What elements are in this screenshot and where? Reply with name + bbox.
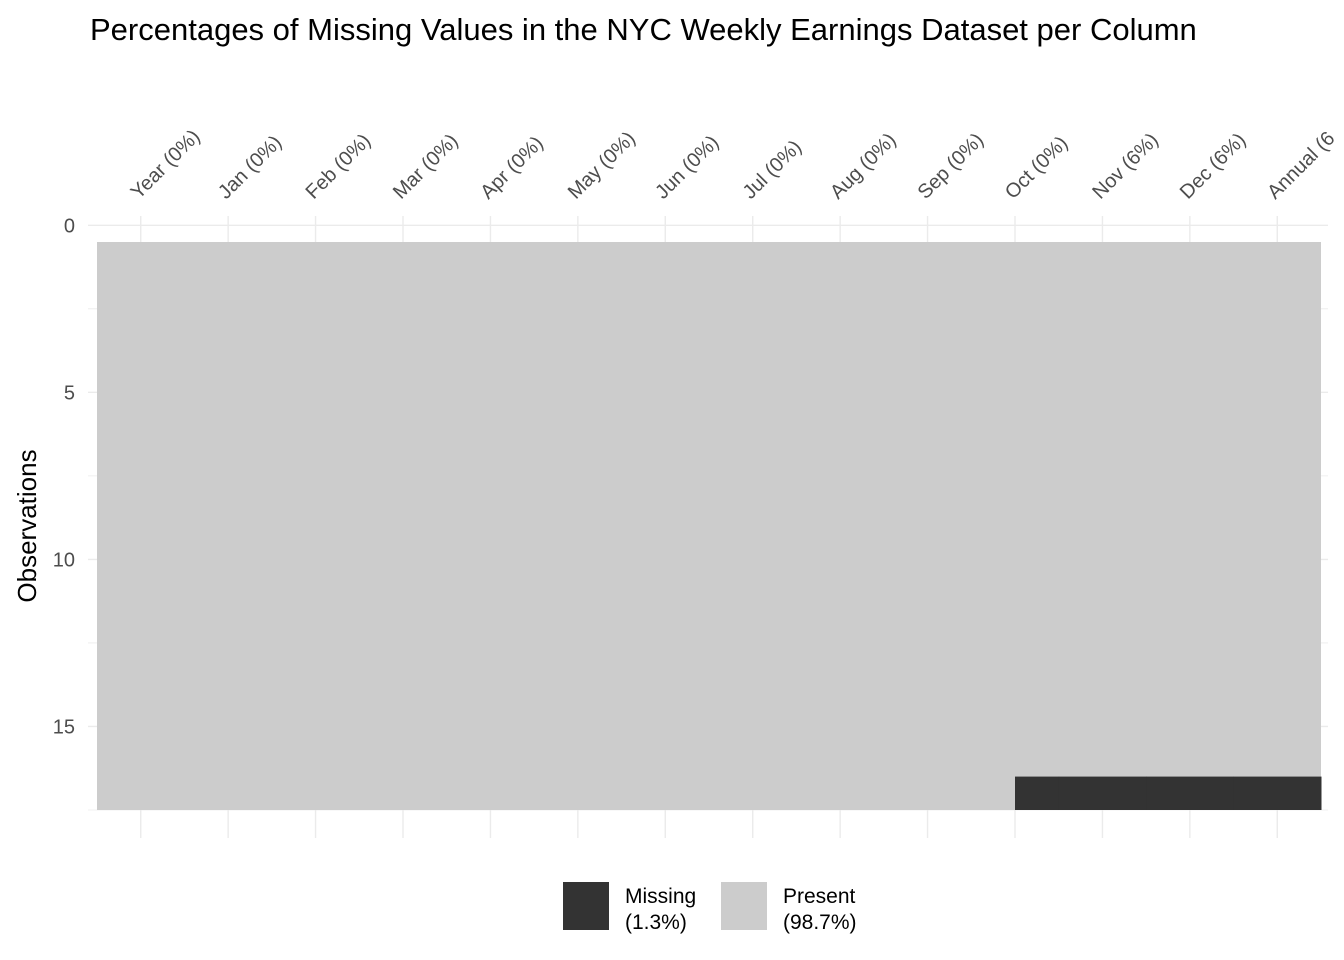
column-label-oct: Oct (0%) [1001,132,1072,203]
y-tick-label: 0 [64,215,75,237]
column-label-jun: Jun (0%) [651,131,723,203]
column-label-nov: Nov (6%) [1088,129,1163,204]
present-cells [97,242,1321,810]
legend: Missing (1.3%) Present (98.7%) [563,882,857,934]
column-label-apr: Apr (0%) [476,132,547,203]
column-label-sep: Sep (0%) [914,129,989,204]
y-tick-label: 5 [64,382,75,404]
legend-percent-present: (98.7%) [783,911,857,934]
missing-cell-dec [1146,776,1235,810]
missing-cell-annual [1233,776,1322,810]
y-axis-ticks: 0 5 10 15 [53,215,75,738]
y-tick-label: 15 [53,716,75,738]
heatmap-cells [97,242,1322,810]
column-label-annual: Annual (6 [1263,127,1339,203]
column-label-aug: Aug (0%) [826,129,901,204]
missing-cell-oct [1015,776,1060,810]
column-label-jul: Jul (0%) [739,136,806,203]
column-label-mar: Mar (0%) [389,130,463,204]
column-label-jan: Jan (0%) [214,131,286,203]
column-label-dec: Dec (6%) [1176,129,1251,204]
column-labels: Year (0%) Jan (0%) Feb (0%) Mar (0%) Apr (0%… [127,126,1340,204]
missing-cell-nov [1058,776,1147,810]
column-label-may: May (0%) [564,127,640,203]
chart-title: Percentages of Missing Values in the NYC… [90,12,1197,47]
legend-label-present: Present [783,885,856,908]
legend-key-missing [563,882,609,930]
column-label-feb: Feb (0%) [302,130,376,204]
column-label-year: Year (0%) [127,126,205,204]
y-axis-title: Observations [12,449,42,602]
legend-percent-missing: (1.3%) [625,911,687,934]
legend-label-missing: Missing [625,885,696,908]
y-tick-label: 10 [53,549,75,571]
legend-key-present [721,882,767,930]
